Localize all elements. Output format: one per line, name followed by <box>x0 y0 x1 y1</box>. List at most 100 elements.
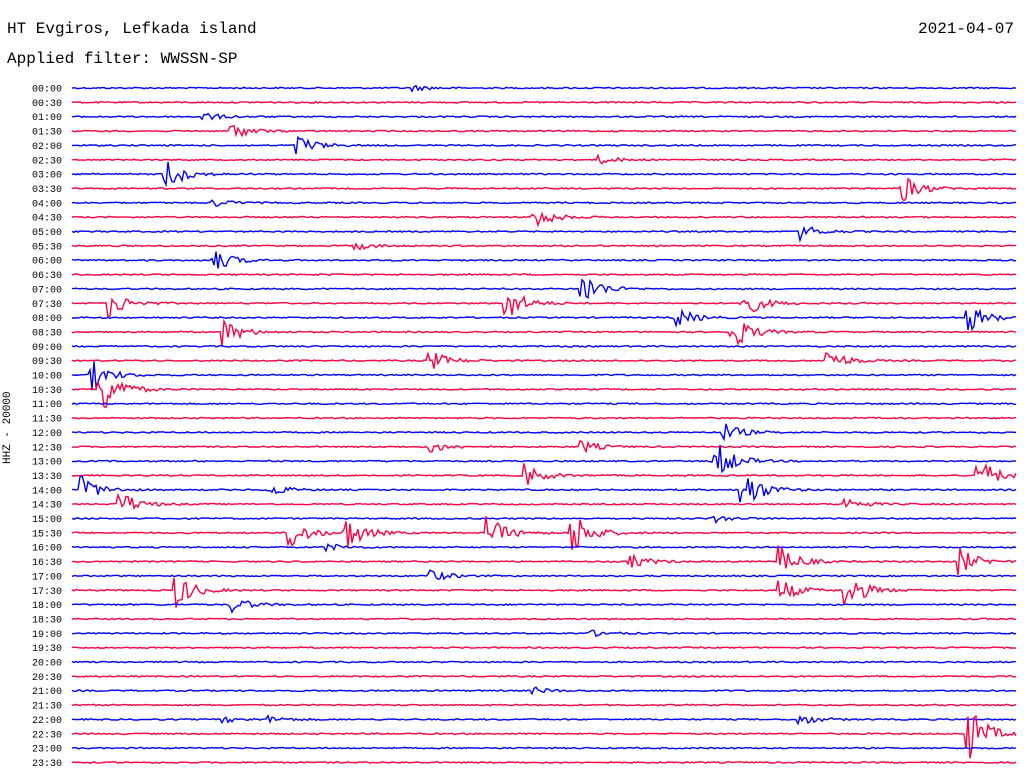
time-tick-label: 08:30 <box>32 328 62 339</box>
time-tick-label: 16:00 <box>32 544 62 555</box>
trace-line <box>71 361 1017 390</box>
trace-line <box>71 674 1017 678</box>
time-tick-label: 17:30 <box>32 587 62 598</box>
time-tick-label: 21:30 <box>32 702 62 713</box>
trace-line <box>71 423 1017 442</box>
trace-line <box>71 344 1017 348</box>
time-tick-label: 20:00 <box>32 659 62 670</box>
trace-line <box>71 351 1017 369</box>
trace-line <box>71 177 1017 202</box>
time-tick-label: 14:00 <box>32 486 62 497</box>
time-tick-label: 19:30 <box>32 644 62 655</box>
time-tick-label: 02:30 <box>32 156 62 167</box>
station-title: HT Evgiros, Lefkada island <box>7 20 257 38</box>
time-tick-label: 09:30 <box>32 357 62 368</box>
trace-line <box>71 746 1017 750</box>
time-tick-label: 15:00 <box>32 515 62 526</box>
time-tick-label: 10:00 <box>32 372 62 383</box>
time-tick-label: 04:30 <box>32 214 62 225</box>
trace-line <box>71 273 1017 277</box>
trace-line <box>71 646 1017 650</box>
trace-line <box>71 492 1017 511</box>
time-tick-label: 06:30 <box>32 271 62 282</box>
time-tick-label: 21:00 <box>32 687 62 698</box>
trace-line <box>71 84 1017 93</box>
time-tick-label: 07:00 <box>32 285 62 296</box>
trace-line <box>71 242 1017 251</box>
trace-line <box>71 714 1017 726</box>
time-tick-label: 18:30 <box>32 615 62 626</box>
trace-line <box>71 112 1017 121</box>
time-tick-label: 01:00 <box>32 113 62 124</box>
time-tick-label: 05:00 <box>32 228 62 239</box>
time-tick-label: 13:00 <box>32 458 62 469</box>
trace-line <box>71 617 1017 621</box>
time-tick-label: 11:30 <box>32 415 62 426</box>
time-tick-label: 10:30 <box>32 386 62 397</box>
trace-line <box>71 577 1017 608</box>
time-tick-label: 05:30 <box>32 242 62 253</box>
time-tick-label: 14:30 <box>32 501 62 512</box>
time-tick-label: 00:00 <box>32 85 62 96</box>
time-tick-label: 22:30 <box>32 730 62 741</box>
time-tick-label: 15:30 <box>32 529 62 540</box>
time-tick-label: 13:30 <box>32 472 62 483</box>
trace-line <box>71 251 1017 269</box>
trace-line <box>71 463 1017 485</box>
trace-line <box>71 294 1017 318</box>
time-tick-label: 06:00 <box>32 257 62 268</box>
trace-line <box>71 686 1017 696</box>
time-tick-label: 00:30 <box>32 99 62 110</box>
time-tick-label: 11:00 <box>32 400 62 411</box>
trace-line <box>71 199 1017 207</box>
trace-line <box>72 600 1017 614</box>
time-tick-label: 18:00 <box>32 601 62 612</box>
time-tick-label: 09:00 <box>32 343 62 354</box>
trace-line <box>71 100 1017 104</box>
trace-line <box>71 318 1017 347</box>
trace-line <box>71 278 1017 299</box>
trace-line <box>71 445 1017 474</box>
time-tick-label: 23:30 <box>32 759 62 770</box>
trace-line <box>71 379 1017 409</box>
trace-line <box>71 124 1017 138</box>
trace-line <box>71 545 1017 576</box>
time-tick-label: 01:30 <box>32 128 62 139</box>
trace-line <box>71 629 1017 638</box>
trace-line <box>71 402 1017 406</box>
time-tick-label: 08:00 <box>32 314 62 325</box>
time-tick-label: 22:00 <box>32 716 62 727</box>
time-tick-label: 19:00 <box>32 630 62 641</box>
trace-line <box>71 416 1017 420</box>
trace-line <box>71 660 1017 664</box>
time-tick-label: 04:00 <box>32 199 62 210</box>
time-tick-label: 17:00 <box>32 572 62 583</box>
trace-line <box>71 439 1017 454</box>
time-tick-label: 20:30 <box>32 673 62 684</box>
trace-line <box>71 161 1017 188</box>
trace-line <box>71 516 1017 550</box>
trace-line <box>71 153 1017 165</box>
time-tick-label: 23:00 <box>32 745 62 756</box>
trace-line <box>72 308 1017 332</box>
time-tick-label: 03:30 <box>32 185 62 196</box>
trace-line <box>72 211 1017 228</box>
trace-line <box>71 543 1017 553</box>
trace-line <box>71 760 1017 764</box>
trace-line <box>71 135 1016 155</box>
time-tick-label: 16:30 <box>32 558 62 569</box>
time-tick-label: 02:00 <box>32 142 62 153</box>
time-tick-label: 07:30 <box>32 300 62 311</box>
trace-line <box>71 474 1017 503</box>
time-tick-label: 12:00 <box>32 429 62 440</box>
time-tick-label: 03:00 <box>32 171 62 182</box>
trace-line <box>71 703 1017 707</box>
trace-line <box>71 714 1017 759</box>
filter-label: Applied filter: WWSSN-SP <box>7 50 238 68</box>
trace-line <box>71 225 1017 244</box>
date-label: 2021-04-07 <box>917 20 1014 38</box>
trace-line <box>71 569 1017 581</box>
time-tick-label: 12:30 <box>32 443 62 454</box>
trace-line <box>71 515 1017 525</box>
